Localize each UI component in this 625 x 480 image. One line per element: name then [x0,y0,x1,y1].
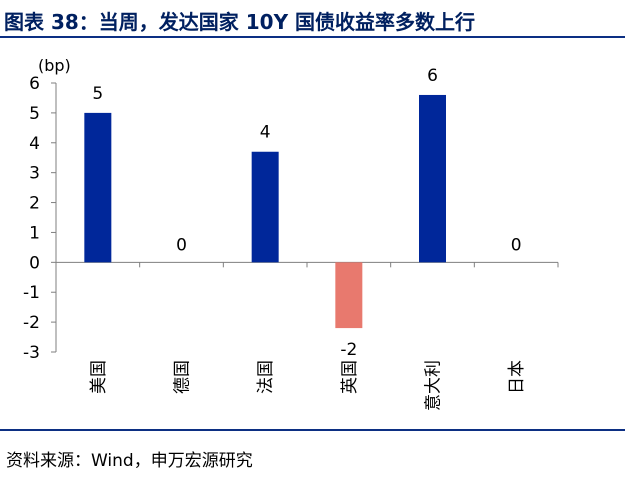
category-label: 意大利 [424,360,444,411]
y-tick-label: 3 [29,164,40,184]
y-tick-label: 0 [29,253,40,273]
y-tick-label: 4 [29,134,40,154]
y-tick-group: 6 5 4 3 2 1 0 -1 -2 -3 [23,74,56,363]
y-tick-label: 2 [29,194,40,214]
x-tick-group [55,262,559,268]
y-tick-label: 5 [29,104,40,124]
y-tick-label: -2 [23,313,40,333]
bar-value-label: 4 [260,123,271,143]
category-label: 英国 [340,360,360,394]
category-label: 德国 [173,360,193,394]
bar [335,262,363,329]
bar [84,112,112,263]
chart-title: 图表 38：当周，发达国家 10Y 国债收益率多数上行 [4,10,476,34]
source-divider [0,429,625,431]
bar-value-label: 5 [92,84,103,104]
bar-chart: (bp) 6 5 4 3 2 1 0 -1 -2 -3 5 0 4 -2 6 0 美国 德国 法国 英国 意大利 日本 [23,56,559,411]
bar-group [84,94,446,329]
bar-value-label: -2 [340,340,357,360]
category-label: 法国 [256,360,276,394]
bar [419,94,446,263]
bar-value-label: 0 [511,235,522,255]
bar-value-label: 6 [427,66,438,86]
y-tick-label: -1 [23,283,40,303]
title-divider [0,36,625,38]
y-tick-label: -3 [23,343,40,363]
bar-value-label: 0 [176,235,187,255]
y-tick-label: 6 [29,74,40,94]
value-label-group: 5 0 4 -2 6 0 [92,66,521,360]
y-axis-unit-label: (bp) [38,56,71,75]
y-tick-label: 1 [29,223,40,243]
source-note: 资料来源：Wind，申万宏源研究 [6,451,253,471]
category-label: 美国 [89,360,109,394]
category-label-group: 美国 德国 法国 英国 意大利 日本 [89,360,527,411]
bar [251,151,279,263]
category-label: 日本 [507,360,527,394]
